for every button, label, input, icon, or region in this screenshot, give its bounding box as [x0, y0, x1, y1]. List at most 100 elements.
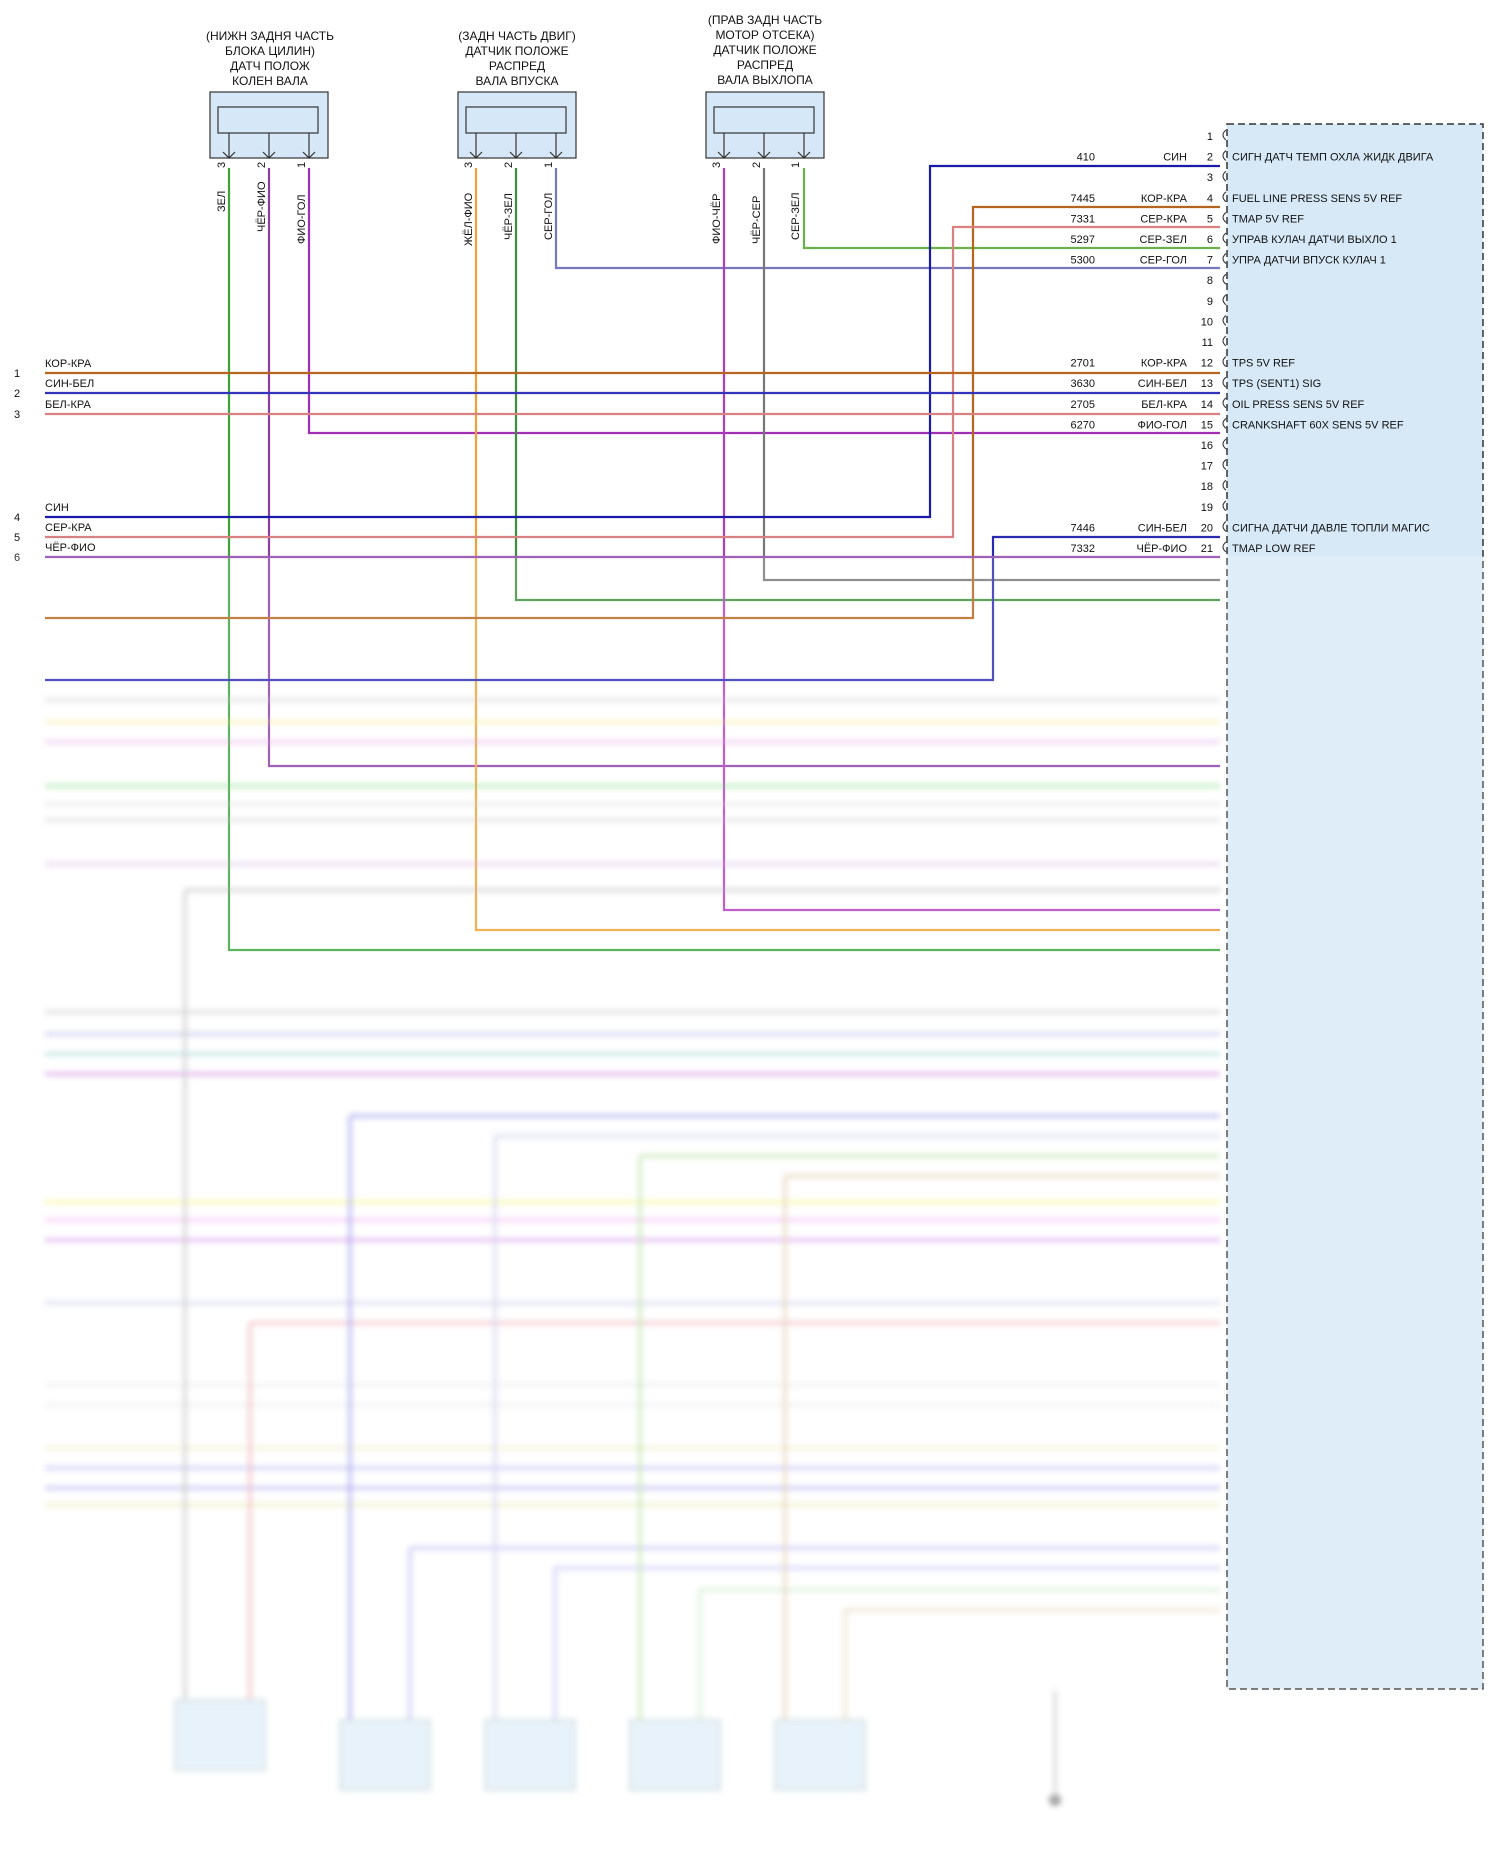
- module-circuit-number: 5300: [1071, 255, 1095, 267]
- crank-title-4: КОЛЕН ВАЛА: [232, 74, 308, 88]
- module-pin-number: 5: [1207, 213, 1213, 225]
- module-pin-terminal: [1222, 294, 1227, 306]
- module-pin-label: CRANKSHAFT 60X SENS 5V REF: [1232, 419, 1404, 431]
- module-circuit-number: 7445: [1071, 193, 1095, 205]
- left-wire-2: СИН-БЕЛ: [45, 378, 94, 390]
- module-circuit-number: 5297: [1071, 234, 1095, 246]
- module-pin-number: 6: [1207, 234, 1213, 246]
- intake-wire-2: ЧЁР-ЗЕЛ: [503, 193, 515, 240]
- left-pin-2: 2: [14, 388, 20, 400]
- crank-pin-1: 1: [296, 162, 308, 168]
- exhaust-pin-3: 3: [711, 162, 723, 168]
- module-wire-color: ЧЁР-ФИО: [1137, 543, 1188, 555]
- module-pin-terminal: [1222, 376, 1227, 388]
- module-pin-label: TMAP 5V REF: [1232, 213, 1304, 225]
- module-circuit-number: 7331: [1071, 213, 1095, 225]
- module-pin-label: FUEL LINE PRESS SENS 5V REF: [1232, 193, 1402, 205]
- module-wire-color: КОР-КРА: [1141, 193, 1188, 205]
- module-circuit-number: 410: [1077, 152, 1095, 164]
- module-wire-color: СЕР-ГОЛ: [1140, 255, 1187, 267]
- exhaust-title-1: (ПРАВ ЗАДН ЧАСТЬ: [708, 13, 822, 27]
- exhaust-title-4: РАСПРЕД: [737, 58, 793, 72]
- left-pin-5: 5: [14, 532, 20, 544]
- module-circuit-number: 2705: [1071, 399, 1095, 411]
- module-pin-number: 1: [1207, 131, 1213, 143]
- ecm-module-box: [1226, 123, 1484, 1690]
- module-circuit-number: 3630: [1071, 378, 1095, 390]
- exhaust-wire-1: СЕР-ЗЕЛ: [790, 193, 802, 240]
- module-pin-number: 11: [1202, 337, 1213, 349]
- left-pin-3: 3: [14, 409, 20, 421]
- module-wire-color: СЕР-ЗЕЛ: [1140, 234, 1187, 246]
- module-pin-number: 2: [1207, 152, 1213, 164]
- module-pin-terminal: [1222, 253, 1227, 265]
- module-pin-number: 3: [1207, 172, 1213, 184]
- module-pin-label: TPS (SENT1) SIG: [1232, 378, 1321, 390]
- module-wire-color: БЕЛ-КРА: [1141, 399, 1187, 411]
- exhaust-pin-2: 2: [751, 162, 763, 168]
- module-pin-terminal: [1222, 397, 1227, 409]
- wire-crank-green: [227, 168, 1220, 952]
- module-pin-terminal: [1222, 520, 1227, 532]
- left-pin-1: 1: [14, 368, 20, 380]
- module-pin-terminal: [1222, 438, 1227, 450]
- module-pin-number: 7: [1207, 255, 1213, 267]
- crank-pin-2: 2: [256, 162, 268, 168]
- module-pin-number: 16: [1201, 440, 1213, 452]
- module-pin-label: TPS 5V REF: [1232, 358, 1295, 370]
- intake-wire-1: СЕР-ГОЛ: [543, 193, 555, 240]
- module-pin-number: 14: [1201, 399, 1213, 411]
- crank-title-2: БЛОКА ЦИЛИН): [225, 44, 315, 58]
- module-pin-number: 8: [1207, 275, 1213, 287]
- wire-410-blue: [45, 164, 1220, 519]
- exhaust-wire-3: ФИО-ЧЁР: [711, 194, 723, 245]
- exhaust-pin-1: 1: [790, 162, 802, 168]
- module-pin-number: 15: [1201, 419, 1213, 431]
- crank-wire-1: ФИО-ГОЛ: [296, 195, 308, 244]
- left-connector: 1 КОР-КРА 2 СИН-БЕЛ 3 БЕЛ-КРА 4 СИН 5 СЕ…: [14, 358, 96, 564]
- crank-title-3: ДАТЧ ПОЛОЖ: [230, 59, 310, 73]
- left-wire-1: КОР-КРА: [45, 358, 92, 370]
- module-pin-terminal: [1222, 459, 1227, 471]
- crank-pin-3: 3: [216, 162, 228, 168]
- wire-7446-blue: [45, 535, 1220, 682]
- module-wire-color: СИН-БЕЛ: [1138, 522, 1187, 534]
- intake-title-3: РАСПРЕД: [489, 59, 545, 73]
- module-wire-color: СЕР-КРА: [1140, 213, 1187, 225]
- exhaust-wire-2: ЧЁР-СЕР: [751, 196, 763, 244]
- module-circuit-number: 7446: [1071, 522, 1095, 534]
- wire-crank-violet-blue: [307, 168, 1220, 435]
- module-wire-color: СИН: [1163, 152, 1187, 164]
- module-pin-number: 17: [1201, 461, 1213, 473]
- blurred-lower-diagram: [45, 698, 1220, 1806]
- intake-title-4: ВАЛА ВПУСКА: [476, 74, 559, 88]
- module-pin-label: TMAP LOW REF: [1232, 543, 1316, 555]
- module-pin-number: 4: [1207, 193, 1213, 205]
- module-pin-number: 21: [1201, 543, 1213, 555]
- module-pin-label: УПРА ДАТЧИ ВПУСК КУЛАЧ 1: [1232, 255, 1386, 267]
- intake-title-2: ДАТЧИК ПОЛОЖЕ: [465, 44, 568, 58]
- module-pin-terminal: [1222, 479, 1227, 491]
- module-pin-number: 20: [1201, 522, 1213, 534]
- left-wire-6: ЧЁР-ФИО: [45, 542, 96, 554]
- wire-7445-brown: [45, 205, 1220, 620]
- crank-wire-3: ЗЕЛ: [216, 191, 228, 212]
- wire-exhaust-green: [802, 168, 1220, 250]
- module-pin-terminal: [1222, 356, 1227, 368]
- module-wire-color: КОР-КРА: [1141, 358, 1188, 370]
- wire-intake-greyblue: [554, 168, 1220, 270]
- wire-intake-green: [514, 168, 1220, 602]
- sensor-pin-arrows: [222, 133, 811, 159]
- module-circuit-number: 6270: [1071, 419, 1095, 431]
- left-pin-6: 6: [14, 552, 20, 564]
- module-pin-number: 13: [1201, 378, 1213, 390]
- module-pin-terminal: [1222, 500, 1227, 512]
- module-pin-terminal: [1222, 335, 1227, 347]
- module-pin-terminal: [1222, 273, 1227, 285]
- blur-veil: [0, 556, 1500, 1861]
- module-pin-terminal: [1222, 541, 1227, 553]
- module-pin-terminal: [1222, 150, 1227, 162]
- module-pin-number: 18: [1201, 481, 1213, 493]
